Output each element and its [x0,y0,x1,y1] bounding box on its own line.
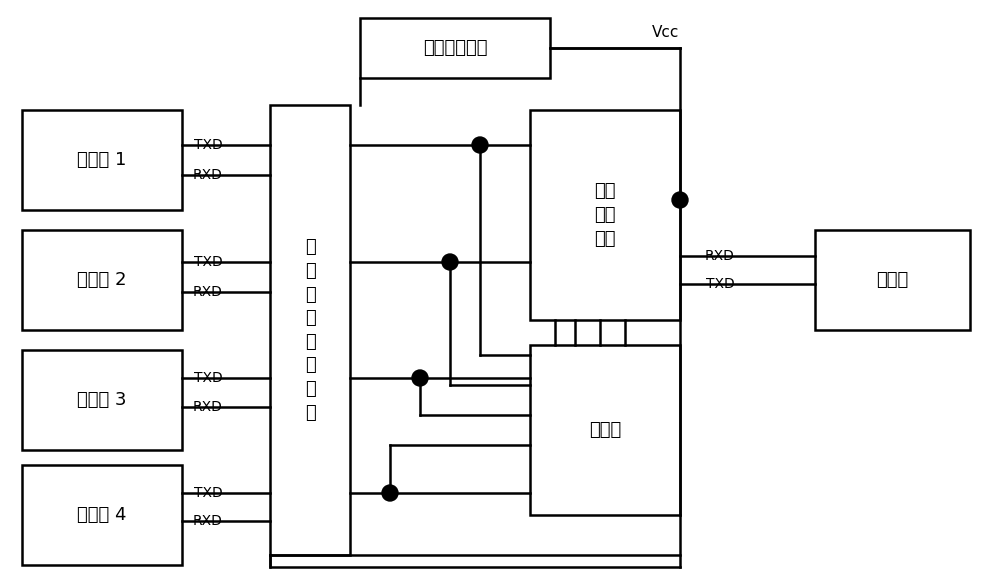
Bar [270,105,350,555]
Text: 上位机 3: 上位机 3 [77,391,127,409]
Bar [360,18,550,78]
Text: RXD: RXD [193,168,223,182]
Circle shape [442,254,458,270]
Bar [530,345,680,515]
Text: 上位机 2: 上位机 2 [77,271,127,289]
Text: 输
入
输
出
接
口
模
块: 输 入 输 出 接 口 模 块 [305,238,315,422]
Bar [22,230,182,330]
Text: RXD: RXD [193,514,223,528]
Bar [530,110,680,320]
Circle shape [412,370,428,386]
Text: 串口取电模块: 串口取电模块 [423,39,487,57]
Text: TXD: TXD [194,371,222,385]
Text: Vcc: Vcc [652,24,679,39]
Bar [22,465,182,565]
Text: TXD: TXD [706,277,734,291]
Text: TXD: TXD [194,255,222,269]
Text: 四路
模拟
开关: 四路 模拟 开关 [594,183,616,248]
Text: 上位机 1: 上位机 1 [77,151,127,169]
Text: 上位机 4: 上位机 4 [77,506,127,524]
Text: RXD: RXD [193,400,223,414]
Circle shape [672,192,688,208]
Text: TXD: TXD [194,486,222,500]
Text: 下位机: 下位机 [876,271,909,289]
Text: TXD: TXD [194,138,222,152]
Bar [22,110,182,210]
Bar [815,230,970,330]
Text: RXD: RXD [193,285,223,299]
Text: 单片机: 单片机 [589,421,621,439]
Circle shape [382,485,398,501]
Bar [22,350,182,450]
Text: RXD: RXD [705,249,735,263]
Circle shape [472,137,488,153]
